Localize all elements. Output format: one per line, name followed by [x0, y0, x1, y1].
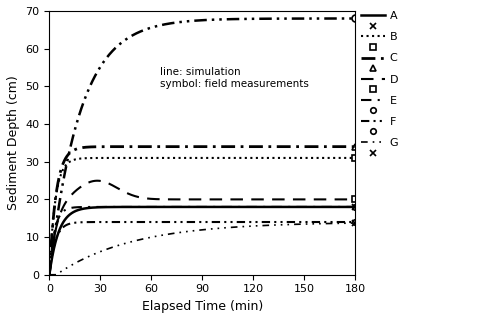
Text: line: simulation
symbol: field measurements: line: simulation symbol: field measureme… — [160, 68, 308, 89]
Legend: A, , B, , C, , D, , E, , F, , G, : A, , B, , C, , D, , E, , F, , G, — [360, 11, 398, 158]
X-axis label: Elapsed Time (min): Elapsed Time (min) — [142, 300, 263, 313]
Y-axis label: Sediment Depth (cm): Sediment Depth (cm) — [7, 76, 20, 210]
